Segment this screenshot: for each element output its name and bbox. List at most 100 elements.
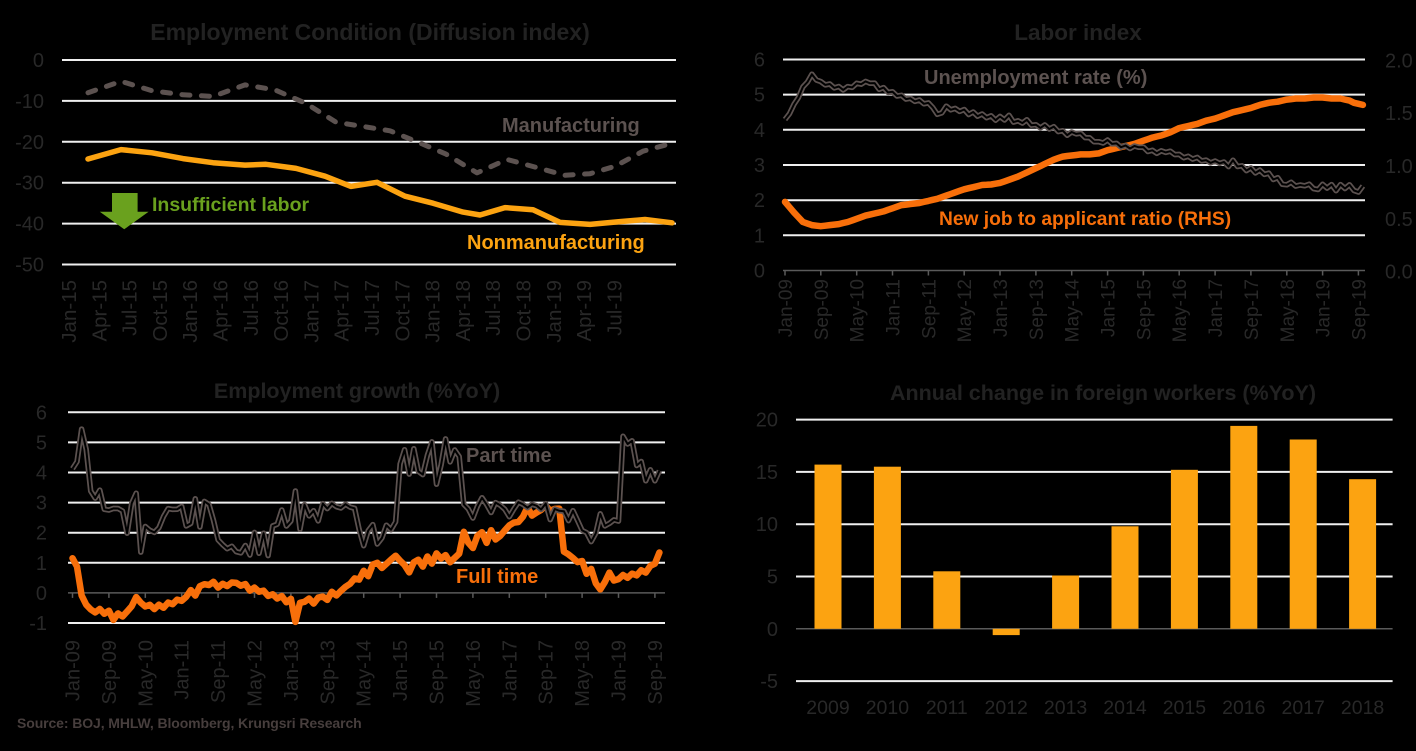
svg-text:Sep-09: Sep-09 — [99, 640, 121, 705]
svg-text:-50: -50 — [15, 255, 44, 277]
svg-text:Sep-15: Sep-15 — [1134, 279, 1155, 340]
svg-text:May-12: May-12 — [245, 640, 267, 707]
svg-text:May-14: May-14 — [354, 640, 376, 707]
svg-text:-20: -20 — [15, 132, 44, 154]
svg-text:2014: 2014 — [1103, 697, 1147, 719]
svg-text:Apr-19: Apr-19 — [573, 280, 596, 342]
svg-text:10: 10 — [756, 514, 778, 536]
svg-text:3: 3 — [36, 493, 47, 515]
svg-text:6: 6 — [36, 402, 47, 424]
svg-text:Sep-17: Sep-17 — [1242, 279, 1263, 340]
svg-text:5: 5 — [36, 432, 47, 454]
svg-text:5: 5 — [767, 567, 778, 589]
svg-text:Labor index: Labor index — [1014, 20, 1142, 45]
svg-text:Jan-18: Jan-18 — [422, 280, 445, 343]
svg-text:Jan-17: Jan-17 — [499, 640, 521, 701]
svg-text:-1: -1 — [29, 613, 47, 635]
svg-text:May-16: May-16 — [463, 640, 485, 707]
svg-text:Sep-17: Sep-17 — [536, 640, 558, 705]
svg-text:2012: 2012 — [985, 697, 1028, 719]
svg-text:-5: -5 — [760, 671, 778, 693]
svg-text:Jan-15: Jan-15 — [58, 280, 81, 343]
svg-text:0.0: 0.0 — [1385, 262, 1413, 284]
svg-text:Jan-19: Jan-19 — [609, 640, 631, 701]
svg-text:Oct-18: Oct-18 — [513, 280, 536, 342]
svg-text:Employment growth (%YoY): Employment growth (%YoY) — [214, 379, 500, 403]
svg-text:Sep-09: Sep-09 — [812, 279, 833, 340]
svg-text:6: 6 — [754, 50, 765, 72]
svg-text:1.5: 1.5 — [1385, 103, 1413, 125]
svg-text:Jan-19: Jan-19 — [543, 280, 566, 343]
svg-text:0: 0 — [767, 619, 778, 641]
svg-text:-30: -30 — [15, 173, 44, 195]
svg-text:Jan-11: Jan-11 — [172, 640, 194, 700]
svg-text:May-18: May-18 — [1278, 279, 1299, 342]
svg-text:Source: BOJ, MHLW, Bloomberg,: Source: BOJ, MHLW, Bloomberg, Krungsri R… — [17, 715, 362, 731]
svg-text:Jan-15: Jan-15 — [1099, 279, 1120, 337]
svg-text:2: 2 — [36, 523, 47, 545]
svg-text:Oct-15: Oct-15 — [149, 280, 172, 342]
svg-text:-10: -10 — [15, 91, 44, 113]
svg-text:Sep-19: Sep-19 — [1349, 279, 1370, 340]
svg-text:0: 0 — [36, 583, 47, 605]
svg-text:Jan-19: Jan-19 — [1314, 279, 1335, 337]
svg-text:Manufacturing: Manufacturing — [502, 115, 640, 137]
svg-text:Jan-13: Jan-13 — [991, 279, 1012, 337]
svg-text:Apr-17: Apr-17 — [331, 280, 354, 342]
svg-text:0.5: 0.5 — [1385, 209, 1413, 231]
svg-text:Apr-15: Apr-15 — [88, 280, 111, 342]
svg-text:Part time: Part time — [466, 445, 552, 467]
svg-text:Jul-19: Jul-19 — [603, 280, 626, 336]
svg-text:May-14: May-14 — [1063, 279, 1084, 343]
svg-text:2.0: 2.0 — [1385, 51, 1413, 73]
svg-text:May-12: May-12 — [955, 279, 976, 342]
svg-text:5: 5 — [754, 85, 765, 107]
svg-text:Sep-11: Sep-11 — [919, 279, 940, 339]
svg-text:Sep-15: Sep-15 — [427, 640, 449, 705]
svg-text:Jul-16: Jul-16 — [240, 280, 263, 336]
svg-text:0: 0 — [33, 50, 44, 72]
svg-text:2: 2 — [754, 190, 765, 212]
svg-text:Jan-11: Jan-11 — [884, 279, 905, 336]
svg-text:Insufficient labor: Insufficient labor — [152, 194, 310, 216]
svg-text:Sep-19: Sep-19 — [645, 640, 667, 705]
svg-text:Sep-13: Sep-13 — [317, 640, 339, 705]
svg-text:Annual change in foreign worke: Annual change in foreign workers (%YoY) — [890, 381, 1316, 405]
svg-text:2011: 2011 — [926, 697, 968, 719]
svg-text:4: 4 — [754, 120, 765, 142]
svg-text:15: 15 — [756, 462, 778, 484]
svg-text:Jan-17: Jan-17 — [300, 280, 323, 343]
svg-text:2013: 2013 — [1044, 697, 1087, 719]
svg-text:Nonmanufacturing: Nonmanufacturing — [467, 232, 645, 254]
svg-text:2017: 2017 — [1282, 697, 1325, 719]
svg-text:-40: -40 — [15, 214, 44, 236]
svg-text:3: 3 — [754, 155, 765, 177]
svg-text:2015: 2015 — [1163, 697, 1207, 719]
svg-text:Oct-16: Oct-16 — [270, 280, 293, 342]
svg-text:1: 1 — [36, 553, 47, 575]
svg-text:Jul-17: Jul-17 — [361, 280, 384, 336]
svg-text:2010: 2010 — [866, 697, 910, 719]
svg-text:May-10: May-10 — [848, 279, 869, 342]
svg-text:Full time: Full time — [456, 566, 538, 588]
svg-text:Jan-09: Jan-09 — [776, 279, 797, 337]
svg-text:May-16: May-16 — [1170, 279, 1191, 342]
svg-text:Jan-17: Jan-17 — [1206, 279, 1227, 337]
svg-text:New job to applicant ratio (RH: New job to applicant ratio (RHS) — [939, 209, 1231, 230]
svg-text:Apr-16: Apr-16 — [210, 280, 233, 342]
svg-text:1: 1 — [754, 225, 765, 247]
svg-text:2016: 2016 — [1222, 697, 1265, 719]
svg-text:Sep-13: Sep-13 — [1027, 279, 1048, 340]
svg-text:2009: 2009 — [806, 697, 849, 719]
svg-text:4: 4 — [36, 463, 47, 485]
svg-text:Jan-16: Jan-16 — [179, 280, 202, 343]
svg-text:May-18: May-18 — [572, 640, 594, 707]
svg-text:20: 20 — [756, 410, 778, 432]
svg-text:2018: 2018 — [1341, 697, 1384, 719]
svg-text:1.0: 1.0 — [1385, 156, 1413, 178]
svg-text:0: 0 — [754, 261, 765, 283]
svg-text:May-10: May-10 — [135, 640, 157, 707]
svg-text:Oct-17: Oct-17 — [391, 280, 414, 342]
svg-text:Jan-13: Jan-13 — [281, 640, 303, 701]
svg-text:Employment Condition (Diffusio: Employment Condition (Diffusion index) — [150, 19, 590, 45]
